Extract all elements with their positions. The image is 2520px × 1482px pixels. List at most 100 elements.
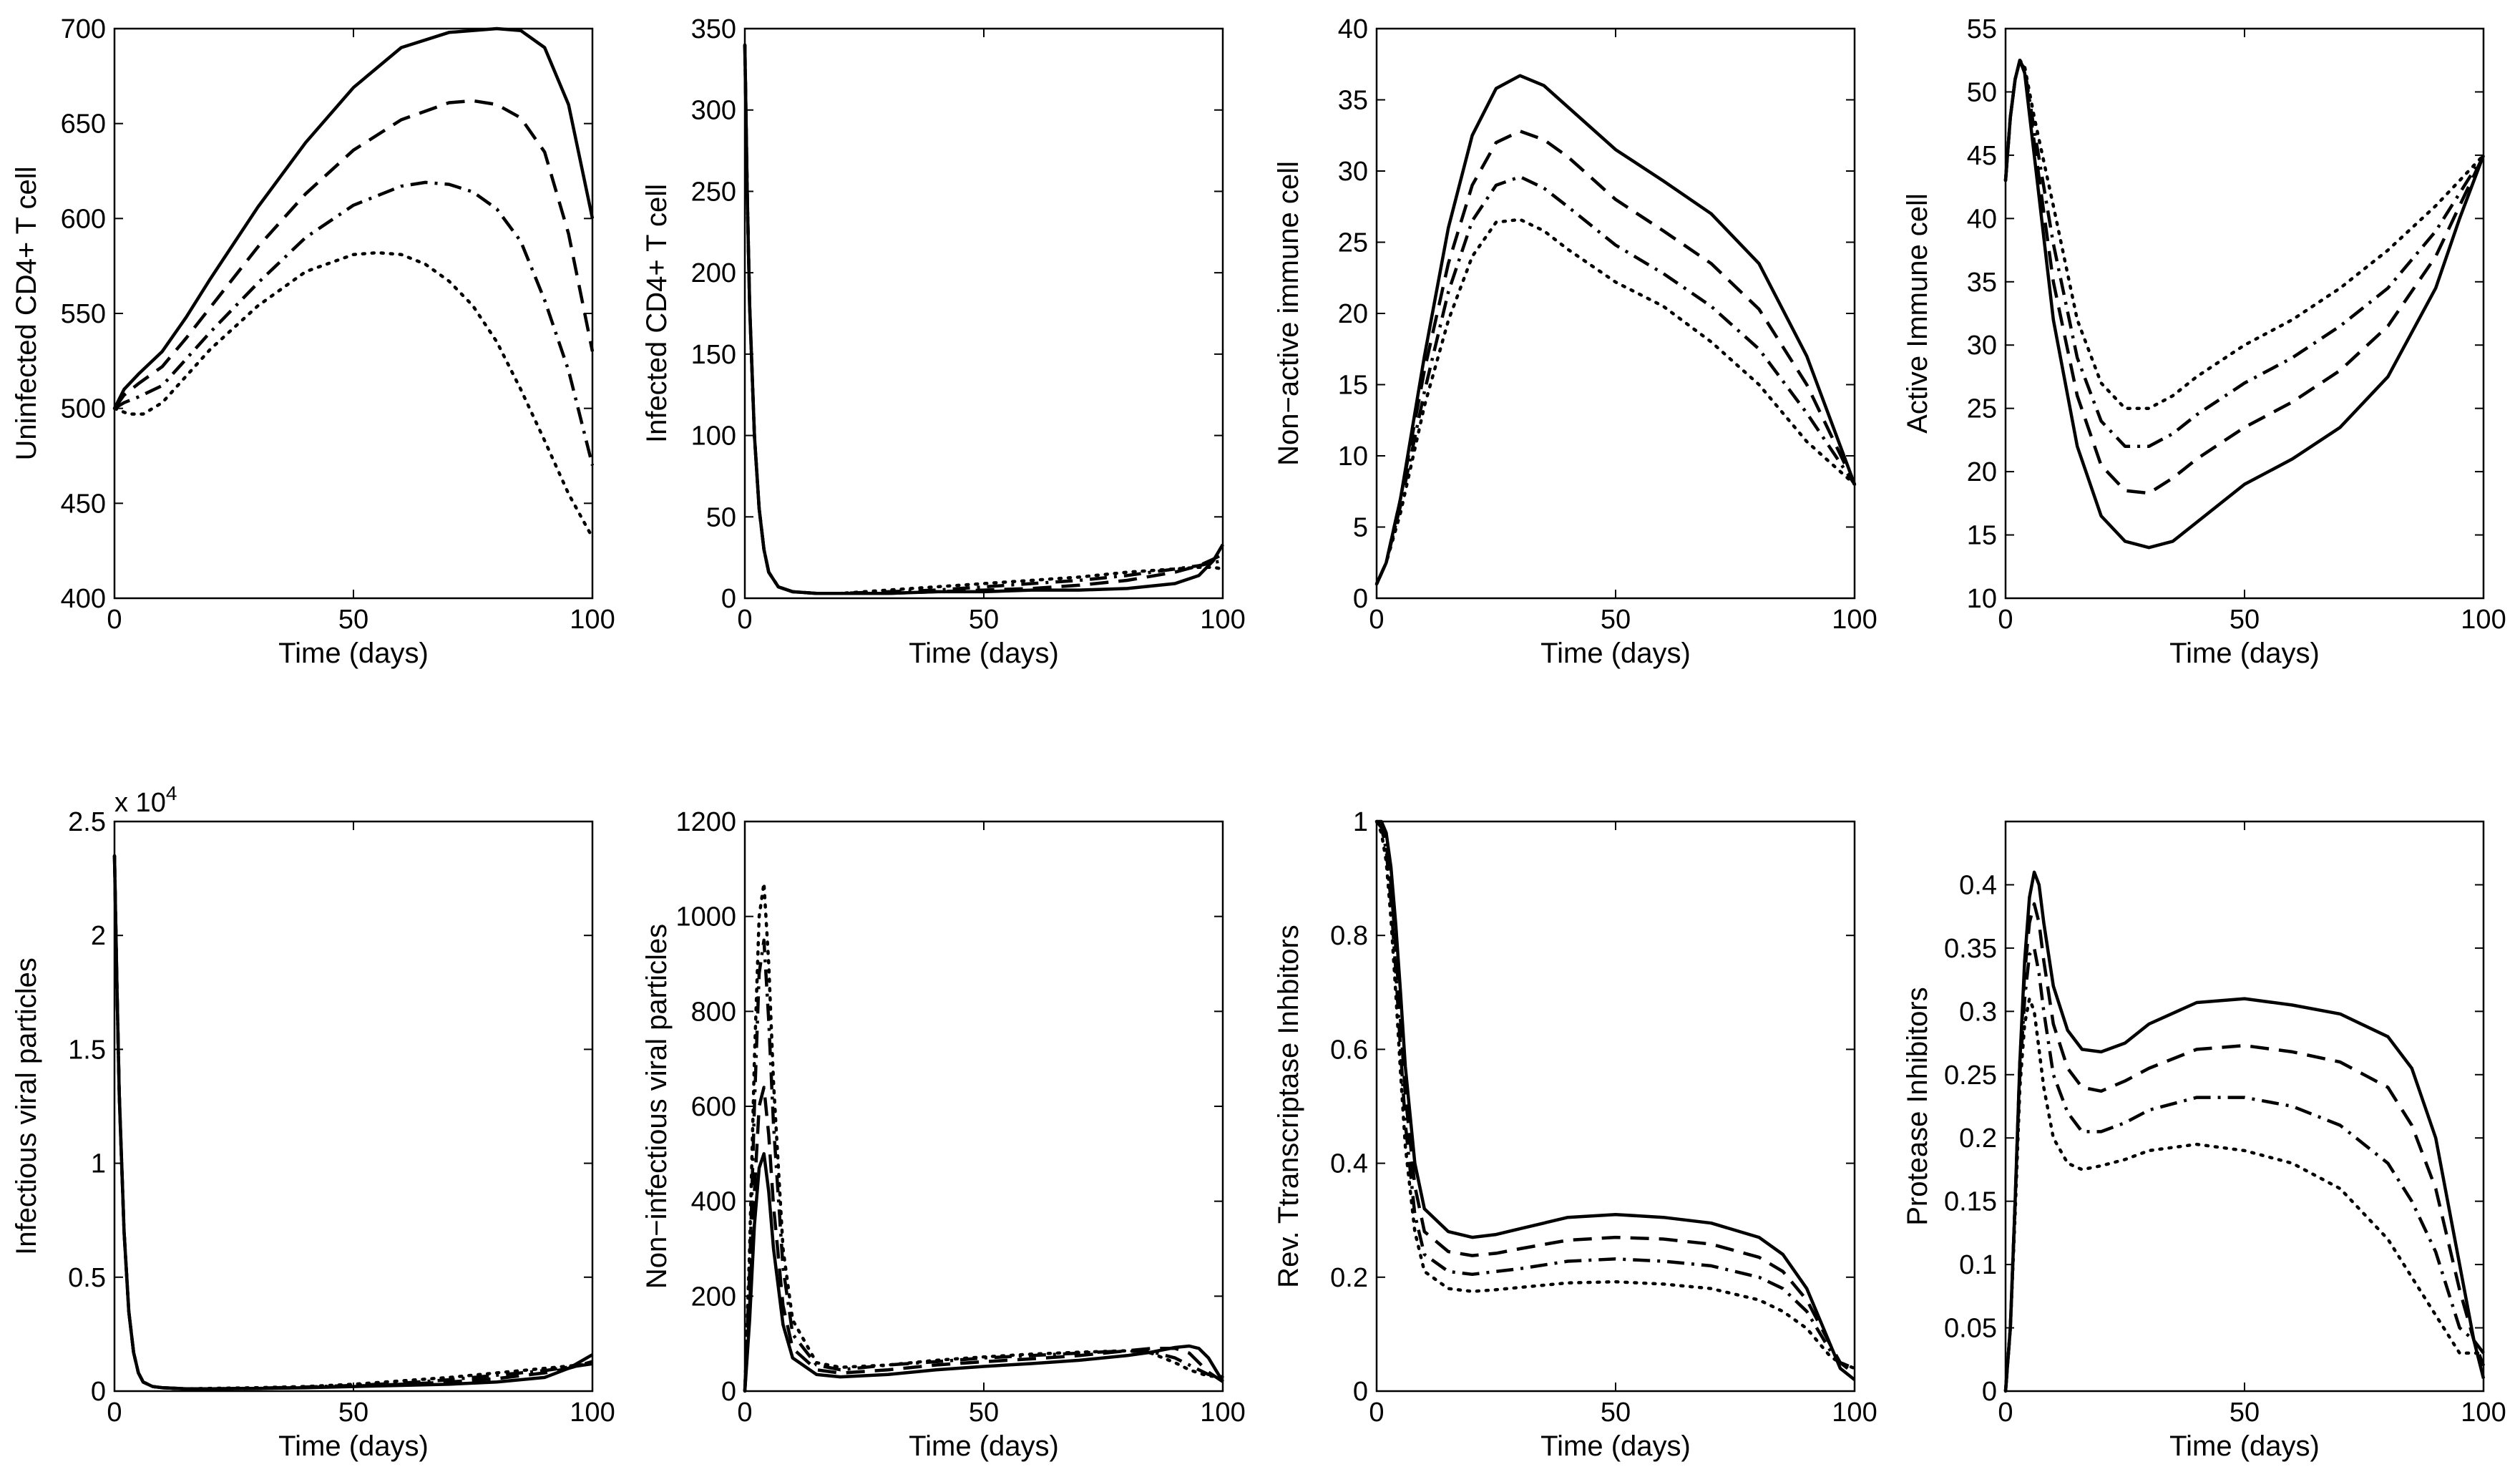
- series-dotted: [2003, 997, 2486, 1393]
- y-tick-label: 650: [61, 109, 106, 140]
- y-axis-label: Infectious viral particles: [11, 957, 42, 1255]
- series-dotted: [1374, 218, 1857, 586]
- x-tick-label: 100: [1832, 1398, 1877, 1428]
- y-tick-label: 0.35: [1944, 934, 1997, 964]
- y-tick-label: 10: [1338, 442, 1368, 472]
- x-tick-label: 50: [969, 605, 999, 635]
- y-tick-label: 400: [691, 1187, 736, 1217]
- axes-box: [743, 27, 1224, 600]
- series-solid: [743, 1152, 1224, 1392]
- y-tick-label: 1.5: [68, 1035, 106, 1065]
- y-tick-label: 15: [1967, 521, 1997, 551]
- y-tick-label: 0: [1353, 1377, 1368, 1407]
- y-tick-label: 20: [1967, 457, 1997, 487]
- x-tick-label: 50: [338, 1398, 368, 1428]
- x-tick-label: 100: [1200, 1398, 1245, 1428]
- series-solid: [112, 855, 594, 1391]
- y-tick-label: 0.4: [1959, 870, 1997, 900]
- x-tick-label: 50: [1601, 605, 1631, 635]
- y-tick-label: 0.4: [1330, 1149, 1368, 1179]
- y-tick-label: 0.2: [1959, 1123, 1997, 1154]
- x-tick-label: 0: [107, 1398, 122, 1428]
- y-axis-label: Rev. Ttranscriptase Inhbitors: [1273, 925, 1304, 1288]
- y-tick-label: 50: [706, 502, 736, 532]
- y-tick-label: 600: [61, 204, 106, 234]
- y-tick-label: 5: [1353, 513, 1368, 543]
- series-dashdot: [743, 44, 1224, 595]
- y-tick-label: 1: [1353, 807, 1368, 837]
- y-tick-label: 0.5: [68, 1263, 106, 1293]
- y-tick-label: 0.2: [1330, 1263, 1368, 1293]
- y-tick-label: 0: [1982, 1377, 1997, 1407]
- axes-box: [2004, 820, 2485, 1393]
- series-dotted: [743, 881, 1225, 1393]
- x-tick-label: 50: [338, 605, 368, 635]
- series-dashed: [112, 855, 593, 1391]
- series-dashdot: [2003, 946, 2485, 1392]
- axis-multiplier: x 104: [114, 782, 177, 818]
- y-tick-label: 800: [691, 997, 736, 1027]
- x-tick-label: 100: [2461, 605, 2506, 635]
- y-axis-label: Protease Inhibitors: [1902, 987, 1933, 1226]
- y-tick-label: 2.5: [68, 807, 106, 837]
- subplot-5: 0 50 100 0 0.5 1 1.5 2 2.5 Time (days) Infectious …: [11, 782, 615, 1462]
- y-tick-label: 1200: [675, 807, 736, 837]
- y-tick-label: 450: [61, 489, 106, 519]
- y-tick-label: 20: [1338, 299, 1368, 329]
- subplot-8: 0 50 100 0 0.05 0.1 0.15 0.2 0.25 0.3 0.35 0.4 Time …: [1902, 820, 2506, 1462]
- y-tick-label: 700: [61, 14, 106, 44]
- y-tick-label: 0: [721, 1377, 736, 1407]
- y-tick-label: 200: [691, 1282, 736, 1312]
- x-tick-label: 0: [1369, 605, 1384, 635]
- x-tick-label: 50: [1601, 1398, 1631, 1428]
- y-tick-label: 0.25: [1944, 1061, 1997, 1091]
- series-dashed: [743, 44, 1224, 595]
- y-tick-label: 0: [721, 584, 736, 614]
- series-dotted: [112, 250, 595, 540]
- y-tick-label: 25: [1967, 394, 1997, 424]
- x-tick-label: 100: [1832, 605, 1877, 635]
- y-tick-label: 2: [91, 921, 106, 951]
- series-dashdot: [1374, 175, 1856, 585]
- subplot-4: 0 50 100 10 15 20 25 30 35 40 45 50 55 Time (days) Act…: [1902, 14, 2506, 669]
- series-dashdot: [2003, 58, 2485, 448]
- y-tick-label: 0.8: [1330, 921, 1368, 951]
- y-tick-label: 30: [1967, 331, 1997, 361]
- y-axis-label: Non−active immune cell: [1273, 161, 1304, 466]
- y-axis-label: Non−infectious viral particles: [641, 924, 673, 1289]
- y-tick-label: 300: [691, 96, 736, 126]
- y-tick-label: 40: [1967, 204, 1997, 234]
- y-axis-label: Active Immune cell: [1902, 193, 1933, 434]
- x-tick-label: 100: [570, 605, 615, 635]
- series-solid: [1374, 74, 1857, 585]
- y-axis-label: Uninfected CD4+ T cell: [11, 167, 42, 461]
- y-tick-label: 0.3: [1959, 997, 1997, 1027]
- x-axis-label: Time (days): [278, 1430, 429, 1462]
- y-tick-label: 0.6: [1330, 1035, 1368, 1065]
- y-tick-label: 0: [91, 1377, 106, 1407]
- y-tick-label: 0: [1353, 584, 1368, 614]
- y-tick-label: 350: [691, 14, 736, 44]
- y-tick-label: 0.1: [1959, 1250, 1997, 1280]
- x-axis-label: Time (days): [1540, 1430, 1691, 1462]
- y-tick-label: 0.15: [1944, 1187, 1997, 1217]
- series-dashed: [743, 1086, 1224, 1392]
- y-tick-label: 250: [691, 177, 736, 207]
- series-solid: [743, 44, 1224, 595]
- series-solid: [1377, 819, 1856, 1381]
- x-tick-label: 100: [2461, 1398, 2506, 1428]
- series-dashed: [1374, 130, 1857, 585]
- x-tick-label: 50: [2230, 1398, 2260, 1428]
- x-axis-label: Time (days): [2169, 638, 2320, 669]
- y-tick-label: 150: [691, 340, 736, 370]
- x-tick-label: 100: [1200, 605, 1245, 635]
- axes-box: [1375, 27, 1856, 600]
- y-tick-label: 400: [61, 584, 106, 614]
- axis-multiplier-exponent: 4: [166, 782, 177, 804]
- y-tick-label: 600: [691, 1092, 736, 1122]
- x-axis-label: Time (days): [909, 1430, 1059, 1462]
- series-solid: [2003, 870, 2486, 1392]
- series-dotted: [743, 43, 1225, 595]
- y-tick-label: 1000: [675, 902, 736, 932]
